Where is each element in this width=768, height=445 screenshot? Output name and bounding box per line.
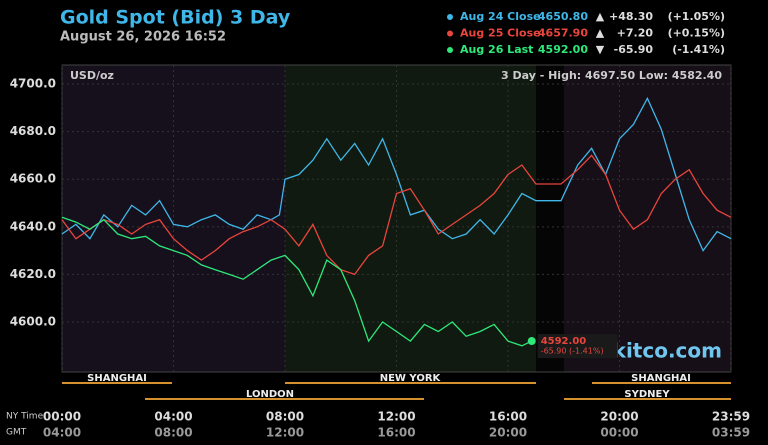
legend-dot [447, 14, 453, 20]
gmt-tick-label: 16:00 [377, 426, 415, 440]
session-label: LONDON [246, 389, 294, 400]
gmt-tick-label: 03:59 [712, 426, 750, 440]
gmt-tick-label: 08:00 [154, 426, 192, 440]
legend-change-pct: (+0.15%) [668, 27, 725, 40]
legend-change-pct: (-1.41%) [672, 43, 725, 56]
session-label: SYDNEY [624, 389, 670, 400]
last-change: -65.90 (-1.41%) [541, 347, 604, 356]
gmt-tick-label: 04:00 [43, 426, 81, 440]
sessions [62, 382, 731, 400]
x-axis-label: NY Time [6, 412, 44, 422]
y-tick-label: 4620.0 [10, 267, 56, 281]
session-label: SHANGHAI [631, 373, 691, 384]
chart-title: Gold Spot (Bid) 3 Day [60, 7, 291, 29]
x-tick-label: 04:00 [154, 410, 192, 424]
range-label: 3 Day - High: 4697.50 Low: 4582.40 [501, 69, 722, 82]
series-line [61, 154, 732, 276]
last-label-box [537, 334, 618, 359]
legend-dot [447, 30, 453, 37]
y-tick-label: 4640.0 [10, 219, 56, 233]
grid [61, 65, 732, 372]
legend-close: 4650.80 [538, 10, 588, 23]
x-tick-label: 00:00 [43, 410, 81, 424]
y-tick-label: 4600.0 [10, 315, 56, 329]
legend-change-pct: (+1.05%) [668, 10, 725, 23]
session-label: SHANGHAI [87, 373, 147, 384]
series-line [61, 96, 732, 252]
ny-session-bg [285, 65, 536, 372]
x-tick-label: 08:00 [266, 410, 304, 424]
legend-name: Aug 26 Last [460, 43, 533, 56]
gmt-tick-label: 00:00 [600, 426, 638, 440]
series-line [61, 216, 532, 347]
last-label: 4592.00 [541, 336, 587, 347]
legend-change: +48.30 [609, 10, 653, 23]
closed-bg [536, 65, 564, 372]
chart-subtitle: August 26, 2026 16:52 [60, 30, 226, 45]
legend-arrow: ▲ [596, 10, 605, 23]
legend-close: 4592.00 [538, 43, 588, 56]
legend-arrow: ▼ [596, 43, 605, 56]
x-tick-label: 12:00 [377, 410, 415, 424]
legend-name: Aug 25 Close [460, 27, 541, 40]
y-tick-label: 4660.0 [10, 172, 56, 186]
lines [61, 96, 732, 347]
legend-change: -65.90 [614, 43, 654, 56]
last-point [527, 337, 536, 346]
session-label: NEW YORK [380, 373, 442, 384]
legend-name: Aug 24 Close [460, 10, 541, 23]
unit-label: USD/oz [70, 69, 114, 82]
gmt-tick-label: 20:00 [489, 426, 527, 440]
legend-change: +7.20 [617, 27, 654, 40]
x-tick-label: 23:59 [712, 410, 750, 424]
gmt-tick-label: 12:00 [266, 426, 304, 440]
watermark: kitco.com [613, 339, 722, 363]
legend-dot [447, 47, 453, 53]
x-axis-label: GMT [6, 428, 27, 438]
y-tick-label: 4680.0 [10, 124, 56, 138]
legend-close: 4657.90 [538, 27, 588, 40]
legend-arrow: ▲ [596, 27, 605, 40]
y-tick-label: 4700.0 [10, 77, 56, 91]
x-tick-label: 20:00 [600, 410, 638, 424]
x-tick-label: 16:00 [489, 410, 527, 424]
